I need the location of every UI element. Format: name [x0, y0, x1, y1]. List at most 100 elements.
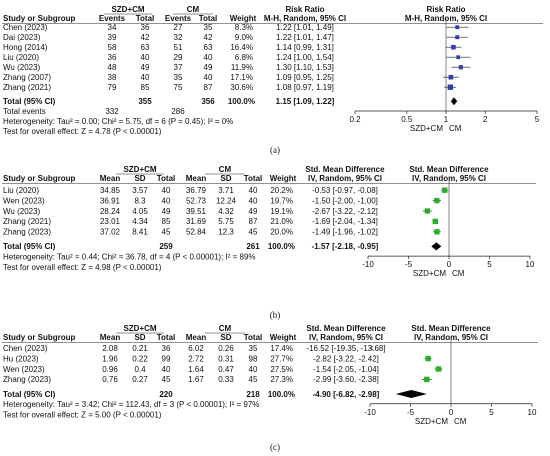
- total-weight: 100.0%: [268, 242, 295, 251]
- forest-plot-b: SZD+CM CM Std. Mean Difference Std. Mean Di…: [2, 165, 536, 278]
- study-marker: [434, 197, 440, 204]
- study-g2a: 1.64: [188, 365, 204, 374]
- caption-b: (b): [269, 310, 281, 320]
- total-events-g1: 332: [105, 107, 119, 116]
- study-g1c: 40: [162, 196, 171, 205]
- study-weight: 6.8%: [235, 53, 253, 62]
- study-ci-text: -2.82 [-3.22, -2.42]: [313, 354, 379, 363]
- study-ci-text: 1.09 [0.95, 1.25]: [276, 73, 334, 82]
- x-tick-label: 2: [483, 115, 488, 124]
- study-g1a: 39: [108, 33, 117, 42]
- study-g1b: 0.21: [132, 344, 148, 353]
- study-g1a: 23.01: [100, 217, 121, 226]
- study-g2a: 6.02: [188, 344, 204, 353]
- study-g2a: 29: [174, 53, 183, 62]
- col-header-g1b: SD: [134, 174, 145, 183]
- study-g1a: 36.91: [100, 196, 121, 205]
- study-g2a: 35: [174, 73, 183, 82]
- col-header-g1c: Total: [157, 174, 176, 183]
- study-g2a: 52.73: [186, 196, 207, 205]
- x-tick-label: 10: [526, 260, 535, 269]
- study-g1b: 4.05: [132, 207, 148, 216]
- study-weight: 27.3%: [270, 375, 293, 384]
- study-g2b: 4.32: [218, 207, 234, 216]
- study-marker: [456, 55, 461, 60]
- col-header-g2b: Total: [199, 14, 218, 23]
- study-weight: 16.4%: [230, 43, 253, 52]
- study-g2a: 2.72: [188, 354, 204, 363]
- study-weight: 17.4%: [270, 344, 293, 353]
- study-g1b: 40: [141, 53, 150, 62]
- effect-header: Risk Ratio: [285, 5, 324, 14]
- study-ci-text: -1.54 [-2.05, -1.04]: [313, 365, 379, 374]
- study-weight: 19.1%: [270, 207, 293, 216]
- study-name: Zhang (2007): [3, 73, 51, 82]
- study-g2c: 40: [249, 365, 258, 374]
- x-tick-label: -5: [407, 408, 415, 417]
- favours-left-label: SZD+CM: [410, 124, 443, 133]
- total-g1b: 355: [138, 97, 152, 106]
- study-name: Wu (2023): [3, 63, 41, 72]
- forest-plot-panel-a: SZD+CM CM Risk Ratio Risk Ratio Study or Sub…: [0, 0, 550, 144]
- plot-header: Std. Mean Difference: [409, 165, 489, 174]
- x-tick-label: 10: [528, 408, 537, 417]
- study-g2c: 35: [249, 344, 258, 353]
- study-g1a: 37.02: [100, 228, 121, 237]
- col-header-g2a: Mean: [186, 333, 207, 342]
- study-g2b: 12.24: [216, 196, 237, 205]
- col-header-g1a: Events: [99, 14, 126, 23]
- study-ci-text: -2.99 [-3.60, -2.38]: [313, 375, 379, 384]
- study-g2b: 5.75: [218, 217, 234, 226]
- study-g2a: 1.67: [188, 375, 204, 384]
- study-marker: [447, 84, 454, 90]
- study-g1c: 99: [162, 354, 171, 363]
- total-ci-text: 1.15 [1.09, 1.22]: [276, 97, 335, 106]
- study-g1a: 0.96: [102, 365, 118, 374]
- x-tick-label: 5: [489, 408, 494, 417]
- study-ci-text: -0.53 [-0.97, -0.08]: [312, 186, 378, 195]
- total-label: Total (95% CI): [3, 390, 56, 399]
- study-g1a: 48: [108, 63, 117, 72]
- study-marker: [451, 44, 456, 50]
- study-g1a: 36: [108, 53, 117, 62]
- group2-header: CM: [219, 324, 232, 333]
- col-weight-header: Weight: [270, 174, 297, 183]
- study-g1a: 0.76: [102, 375, 118, 384]
- study-marker: [442, 187, 448, 193]
- study-ci-text: -1.69 [-2.04, -1.34]: [312, 217, 378, 226]
- study-g1b: 42: [141, 33, 150, 42]
- study-g1a: 28.24: [100, 207, 121, 216]
- study-g1b: 85: [141, 83, 150, 92]
- col-header-g2c: Total: [244, 333, 263, 342]
- study-ci-text: -16.52 [-19.35, -13.68]: [306, 344, 385, 353]
- x-tick-label: 5: [487, 260, 492, 269]
- group1-header: SZD+CM: [123, 165, 156, 174]
- caption-c: (c): [270, 442, 280, 452]
- study-g2b: 87: [204, 83, 213, 92]
- x-tick-label: -10: [364, 408, 376, 417]
- total-ci-text: -4.90 [-6.82, -2.98]: [313, 390, 380, 399]
- col-header-g2a: Mean: [186, 174, 207, 183]
- caption-a: (a): [270, 145, 280, 155]
- study-name: Zhang (2023): [3, 228, 51, 237]
- study-g2b: 12.3: [218, 228, 234, 237]
- study-ci-text: 1.24 [1.00, 1.54]: [276, 53, 334, 62]
- study-g1c: 85: [162, 217, 171, 226]
- study-g1c: 36: [162, 344, 171, 353]
- favours-left-label: SZD+CM: [413, 269, 446, 278]
- study-name: Zhang (2023): [3, 375, 51, 384]
- pooled-diamond: [450, 97, 458, 106]
- total-g2c: 218: [246, 390, 260, 399]
- study-name: Dai (2023): [3, 33, 41, 42]
- pooled-diamond: [395, 389, 427, 398]
- study-g2c: 98: [249, 354, 258, 363]
- study-name: Wu (2023): [3, 207, 41, 216]
- study-ci-text: -1.50 [-2.00, -1.00]: [312, 196, 378, 205]
- study-g2c: 45: [249, 228, 258, 237]
- study-g2b: 49: [204, 63, 213, 72]
- study-g1b: 49: [141, 63, 150, 72]
- study-g2c: 45: [249, 375, 258, 384]
- total-weight: 100.0%: [268, 390, 295, 399]
- study-ci-text: -1.49 [-1.96, -1.02]: [312, 228, 378, 237]
- total-ci-text: -1.57 [-2.18, -0.95]: [312, 242, 379, 251]
